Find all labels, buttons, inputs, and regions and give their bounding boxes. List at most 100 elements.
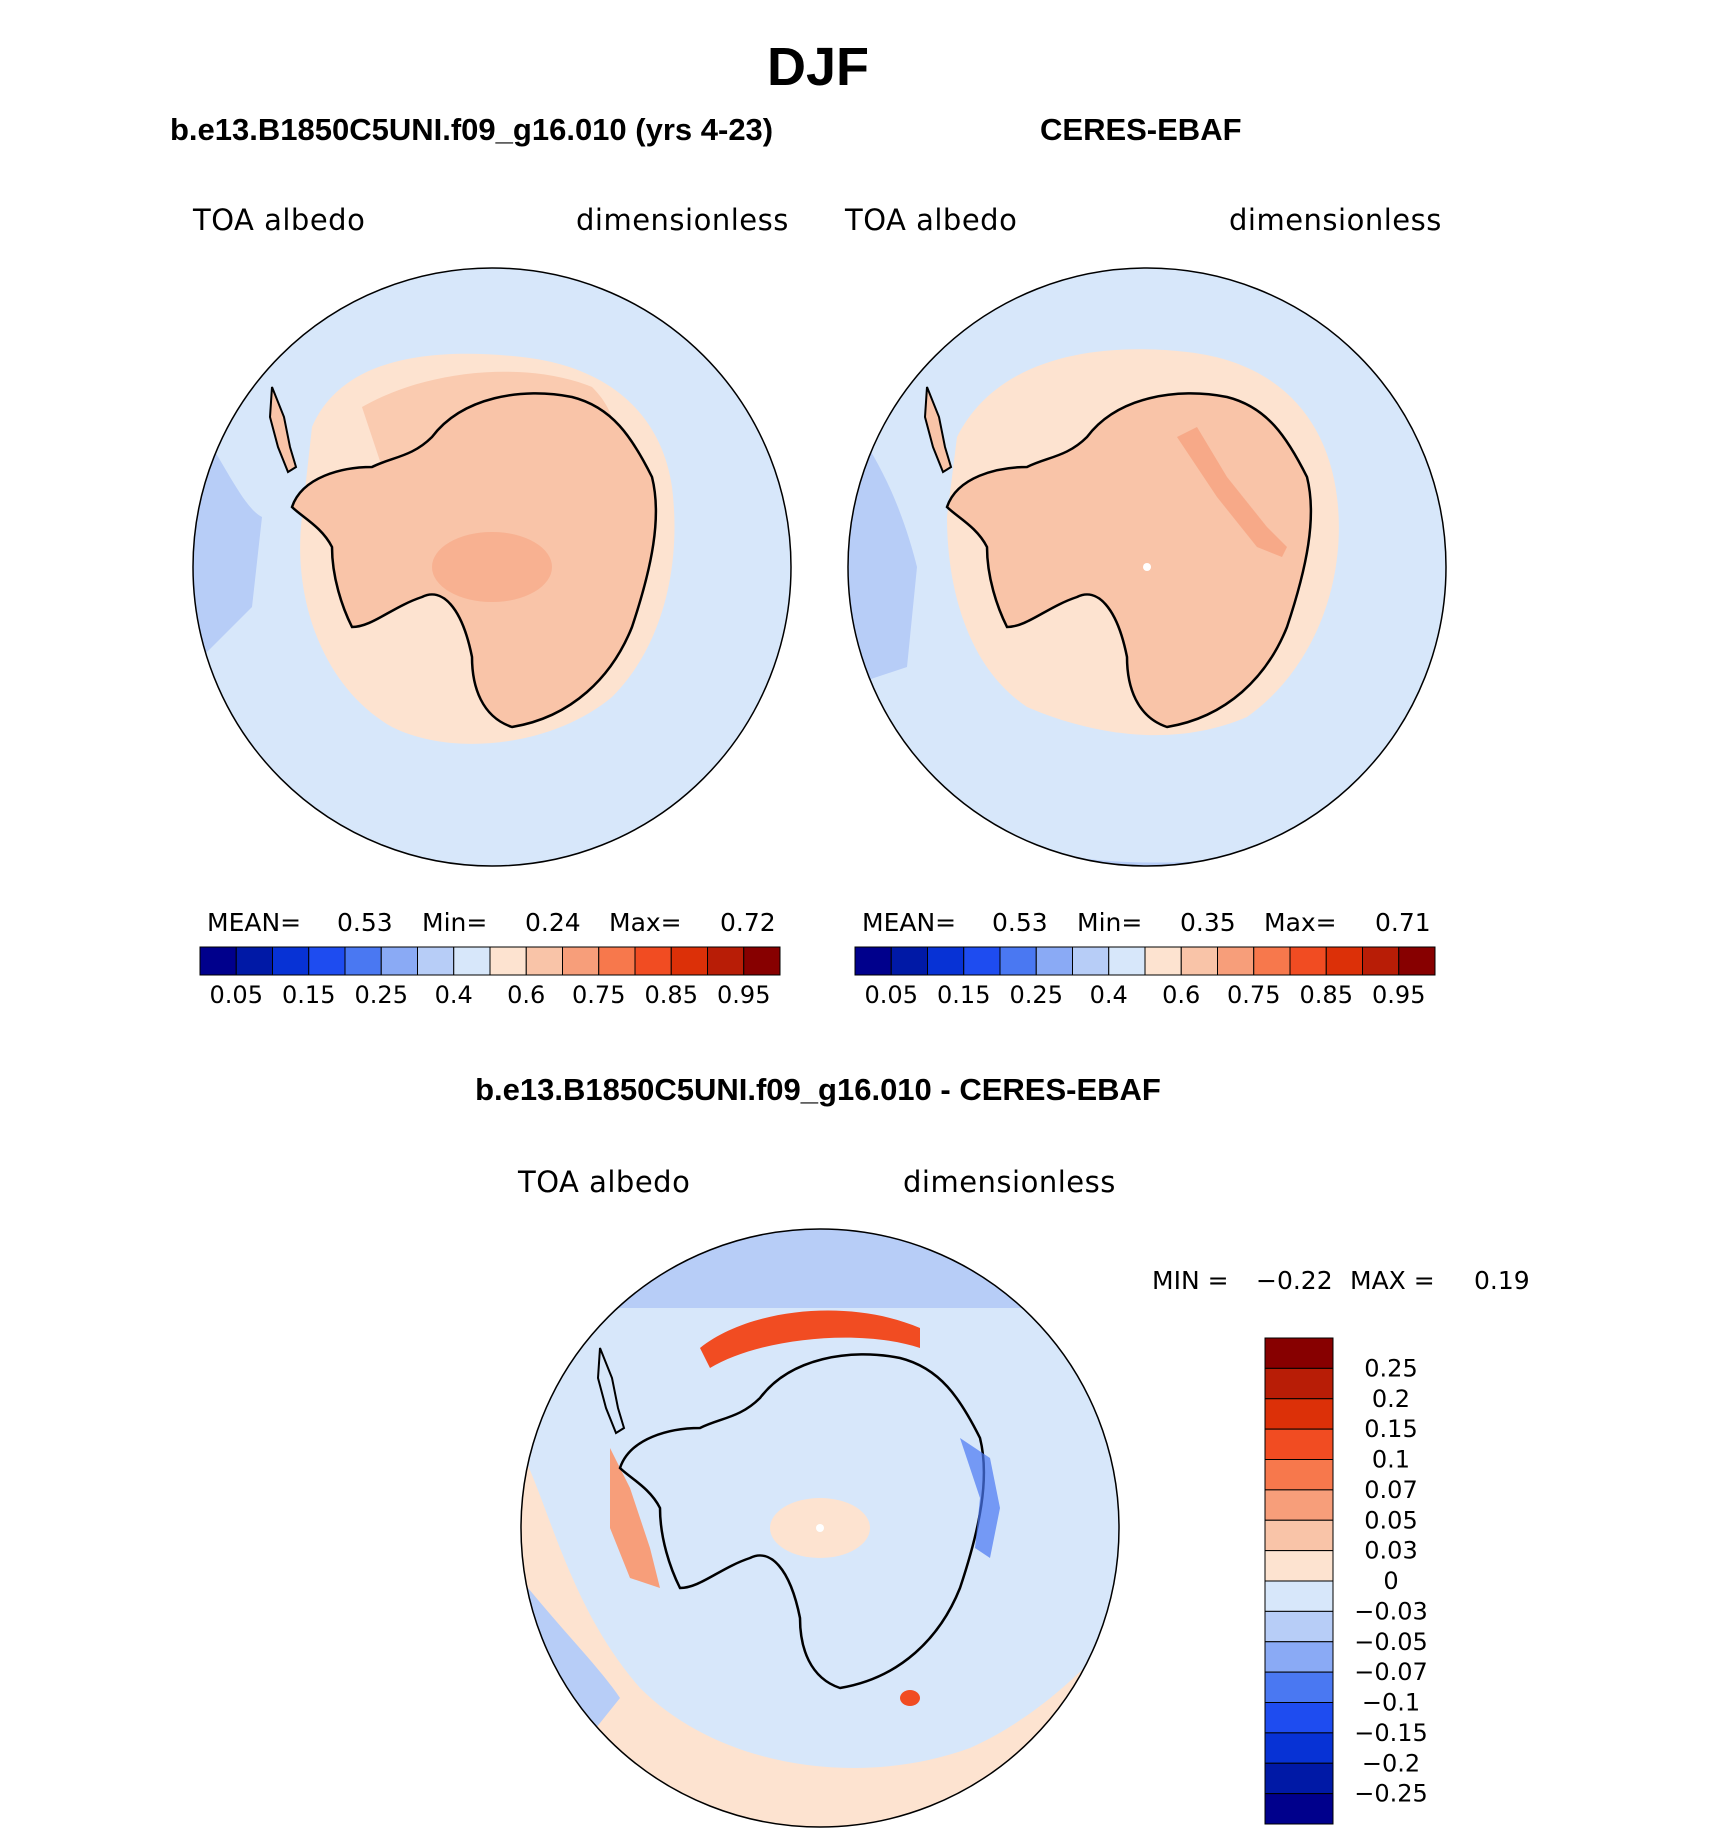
obs-panel-title: CERES-EBAF [1040, 112, 1242, 147]
low-albedo-band-w [848, 417, 917, 687]
obs-colorbar-cell [1035, 946, 1073, 976]
model-colorbar-cell [634, 946, 672, 976]
model-variable-label: TOA albedo [193, 203, 366, 237]
diff-colorbar-cell [1264, 1398, 1334, 1430]
diff-colorbar-tick-label: −0.1 [1362, 1689, 1420, 1717]
diff-colorbar-cell [1264, 1337, 1334, 1369]
obs-colorbar-cell [1325, 946, 1363, 976]
diff-colorbar-tick-label: 0.03 [1364, 1537, 1417, 1565]
diff-colorbar-tick-label: −0.03 [1354, 1597, 1428, 1625]
diff-colorbar-cell [1264, 1610, 1334, 1643]
model-min-label: Min= [422, 908, 488, 937]
obs-colorbar-cell [890, 946, 928, 976]
model-max-value: 0.72 [720, 908, 776, 937]
diff-variable-label: TOA albedo [518, 1165, 691, 1199]
model-colorbar-cell [344, 946, 382, 976]
model-colorbar-tick-label: 0.4 [435, 981, 473, 1009]
model-colorbar-tick-label: 0.95 [717, 981, 770, 1009]
model-colorbar: 0.05 0.15 0.25 0.4 0.6 0.75 0.85 0.95 [199, 946, 781, 1009]
diff-colorbar-tick-label: −0.05 [1354, 1628, 1428, 1656]
negative-band-north [521, 1229, 1119, 1308]
model-panel-title: b.e13.B1850C5UNI.f09_g16.010 (yrs 4-23) [170, 112, 774, 147]
model-colorbar-cell [562, 946, 600, 976]
diff-colorbar-cell [1264, 1428, 1334, 1460]
obs-colorbar-cell [1108, 946, 1146, 976]
obs-colorbar-cell [1398, 946, 1436, 976]
diff-colorbar-tick-label: −0.07 [1354, 1658, 1428, 1686]
model-colorbar-cell [598, 946, 636, 976]
obs-colorbar-tick-label: 0.75 [1227, 981, 1280, 1009]
diff-colorbar-cell [1264, 1641, 1334, 1673]
obs-max-value: 0.71 [1375, 908, 1431, 937]
model-colorbar-tick-label: 0.05 [210, 981, 263, 1009]
diff-units-label: dimensionless [903, 1165, 1116, 1199]
diff-colorbar-tick-label: 0.2 [1372, 1385, 1410, 1413]
map-boundary [192, 267, 792, 867]
antarctic-peninsula [923, 386, 953, 474]
model-colorbar-cell [453, 946, 491, 976]
diff-colorbar-cell [1264, 1459, 1334, 1491]
diff-panel-title: b.e13.B1850C5UNI.f09_g16.010 - CERES-EBA… [475, 1072, 1161, 1107]
map-boundary [847, 267, 1447, 867]
model-colorbar-cell [380, 946, 418, 976]
diff-colorbar-cell [1264, 1732, 1334, 1764]
obs-units-label: dimensionless [1229, 203, 1442, 237]
obs-min-label: Min= [1077, 908, 1143, 937]
model-max-label: Max= [609, 908, 682, 937]
diff-colorbar-cell [1264, 1671, 1334, 1703]
diff-colorbar-cell [1264, 1550, 1334, 1582]
diff-colorbar-tick-label: 0.07 [1364, 1476, 1417, 1504]
diff-max-value: 0.19 [1474, 1266, 1530, 1295]
obs-colorbar-cell [1144, 946, 1182, 976]
model-colorbar-cell [525, 946, 563, 976]
obs-colorbar-tick-label: 0.4 [1090, 981, 1128, 1009]
diff-max-label: MAX = [1350, 1266, 1435, 1295]
model-units-label: dimensionless [576, 203, 789, 237]
diff-colorbar: 0.250.20.150.10.070.050.030−0.03−0.05−0.… [1264, 1337, 1428, 1825]
diff-polar-map [520, 1228, 1120, 1828]
diff-colorbar-cell [1264, 1519, 1334, 1552]
positive-patch-peninsula [610, 1448, 660, 1588]
obs-colorbar-cell [999, 946, 1037, 976]
model-colorbar-tick-label: 0.85 [645, 981, 698, 1009]
model-colorbar-tick-label: 0.75 [572, 981, 625, 1009]
low-albedo-band-w [193, 417, 262, 667]
diff-colorbar-tick-label: 0 [1383, 1567, 1398, 1595]
model-colorbar-tick-label: 0.25 [355, 981, 408, 1009]
diff-colorbar-tick-label: −0.2 [1362, 1749, 1420, 1777]
obs-colorbar-cell [1072, 946, 1110, 976]
obs-colorbar-cell [1180, 946, 1218, 976]
obs-colorbar-cell [963, 946, 1001, 976]
obs-colorbar-cell [1217, 946, 1255, 976]
obs-colorbar-tick-label: 0.05 [865, 981, 918, 1009]
obs-colorbar-tick-label: 0.95 [1372, 981, 1425, 1009]
diff-min-value: −0.22 [1256, 1266, 1333, 1295]
obs-mean-value: 0.53 [992, 908, 1048, 937]
diff-colorbar-tick-label: 0.15 [1364, 1415, 1417, 1443]
model-colorbar-cell [670, 946, 708, 976]
diff-colorbar-cell [1264, 1580, 1334, 1612]
obs-colorbar-cell [1362, 946, 1400, 976]
obs-colorbar-cell [1253, 946, 1291, 976]
obs-variable-label: TOA albedo [845, 203, 1018, 237]
diff-colorbar-cell [1264, 1367, 1334, 1400]
map-boundary [520, 1228, 1120, 1828]
obs-colorbar-cell [927, 946, 965, 976]
model-colorbar-tick-label: 0.6 [507, 981, 545, 1009]
model-mean-value: 0.53 [337, 908, 393, 937]
diff-colorbar-cell [1264, 1489, 1334, 1521]
obs-colorbar: 0.05 0.15 0.25 0.4 0.6 0.75 0.85 0.95 [854, 946, 1436, 1009]
obs-colorbar-cell [1289, 946, 1327, 976]
model-min-value: 0.24 [525, 908, 581, 937]
obs-min-value: 0.35 [1180, 908, 1236, 937]
diff-colorbar-tick-label: −0.25 [1354, 1780, 1428, 1808]
model-colorbar-cell [308, 946, 346, 976]
interior-high-albedo [432, 532, 552, 602]
diff-colorbar-cell [1264, 1793, 1334, 1825]
model-colorbar-cell [235, 946, 273, 976]
antarctic-peninsula [596, 1347, 626, 1435]
diff-colorbar-cell [1264, 1762, 1334, 1795]
obs-colorbar-tick-label: 0.85 [1300, 981, 1353, 1009]
diff-colorbar-tick-label: 0.1 [1372, 1446, 1410, 1474]
figure-title: DJF [766, 37, 869, 97]
